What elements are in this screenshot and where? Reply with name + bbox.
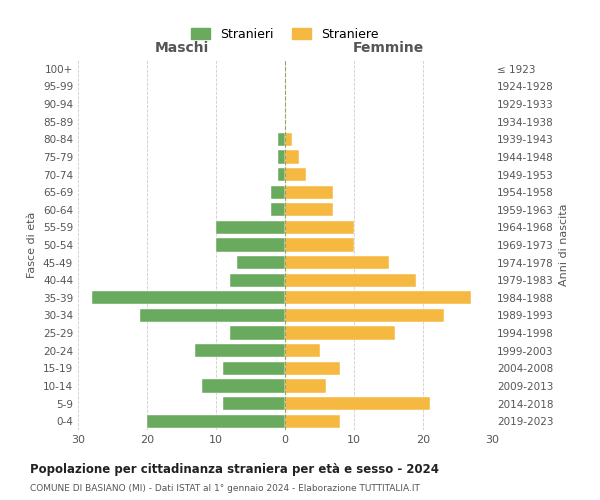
Bar: [285, 274, 416, 287]
Bar: [237, 256, 285, 269]
Text: Femmine: Femmine: [353, 40, 424, 54]
Bar: [278, 168, 285, 181]
Bar: [285, 186, 334, 198]
Bar: [278, 150, 285, 164]
Bar: [92, 291, 285, 304]
Bar: [285, 397, 430, 410]
Bar: [285, 414, 340, 428]
Bar: [285, 238, 354, 252]
Bar: [223, 362, 285, 375]
Text: COMUNE DI BASIANO (MI) - Dati ISTAT al 1° gennaio 2024 - Elaborazione TUTTITALIA: COMUNE DI BASIANO (MI) - Dati ISTAT al 1…: [30, 484, 420, 493]
Bar: [285, 344, 320, 358]
Legend: Stranieri, Straniere: Stranieri, Straniere: [185, 22, 385, 48]
Bar: [285, 203, 334, 216]
Bar: [147, 414, 285, 428]
Bar: [285, 168, 306, 181]
Y-axis label: Fasce di età: Fasce di età: [28, 212, 37, 278]
Bar: [285, 362, 340, 375]
Bar: [285, 256, 389, 269]
Bar: [271, 203, 285, 216]
Bar: [285, 132, 292, 146]
Bar: [230, 274, 285, 287]
Bar: [285, 380, 326, 392]
Bar: [216, 238, 285, 252]
Bar: [285, 309, 443, 322]
Bar: [285, 150, 299, 164]
Y-axis label: Anni di nascita: Anni di nascita: [559, 204, 569, 286]
Bar: [196, 344, 285, 358]
Bar: [223, 397, 285, 410]
Bar: [271, 186, 285, 198]
Text: Popolazione per cittadinanza straniera per età e sesso - 2024: Popolazione per cittadinanza straniera p…: [30, 462, 439, 475]
Text: Maschi: Maschi: [154, 40, 209, 54]
Bar: [140, 309, 285, 322]
Bar: [230, 326, 285, 340]
Bar: [285, 221, 354, 234]
Bar: [285, 291, 472, 304]
Bar: [216, 221, 285, 234]
Bar: [202, 380, 285, 392]
Bar: [285, 326, 395, 340]
Bar: [278, 132, 285, 146]
